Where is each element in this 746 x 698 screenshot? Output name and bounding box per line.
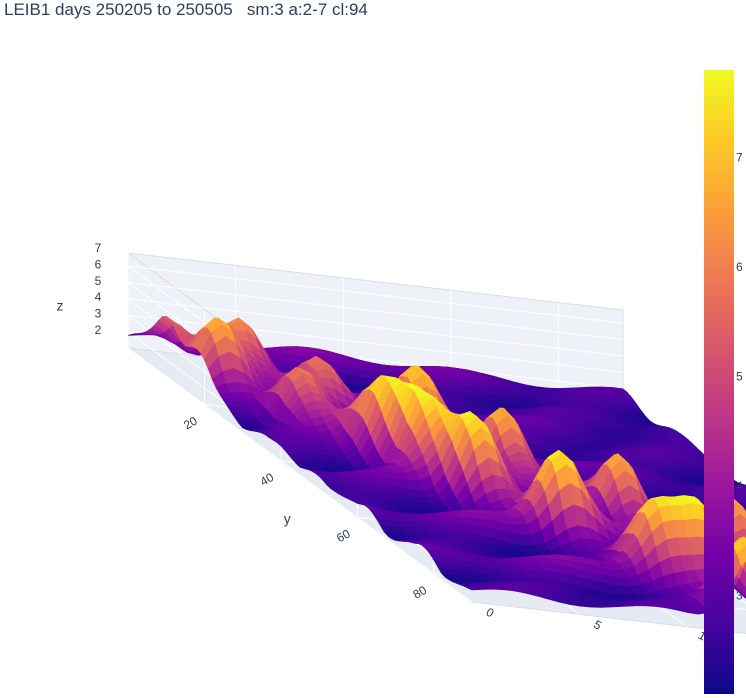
z-gridline	[127, 265, 624, 324]
colorbar-tick-label: 3	[736, 588, 743, 602]
z-gridline	[127, 281, 624, 340]
y-tick-label: 20	[181, 413, 200, 432]
x-tick-label: 5	[591, 617, 604, 633]
y-axis-title: y	[284, 511, 291, 527]
z-tick-label: 3	[95, 307, 102, 321]
y-tick-label: 40	[258, 470, 277, 489]
colorbar-bar	[704, 70, 734, 694]
y-tick-label: 60	[334, 526, 353, 545]
colorbar-tick-label: 4	[736, 479, 743, 493]
chart-title: LEIB1 days 250205 to 250505 sm:3 a:2-7 c…	[4, 0, 368, 19]
colorbar-tick-label: 6	[736, 260, 743, 274]
z-tick-label: 4	[95, 290, 102, 304]
x-floor-gridline	[127, 347, 473, 603]
colorbar-tick-label: 7	[736, 151, 743, 165]
y-tick-label: 80	[410, 583, 429, 602]
surface	[127, 315, 746, 615]
colorbar: 3 4 5 6 7	[704, 70, 743, 694]
z-gridline	[127, 298, 624, 357]
z-tick-label: 2	[95, 323, 102, 337]
z-tick-label: 7	[95, 241, 102, 255]
colorbar-tick-label: 5	[736, 370, 743, 384]
z-tick-label: 6	[95, 257, 102, 271]
z-axis-title: z	[57, 298, 64, 314]
z-tick-label: 5	[95, 274, 102, 288]
x-tick-label: 0	[484, 605, 497, 621]
